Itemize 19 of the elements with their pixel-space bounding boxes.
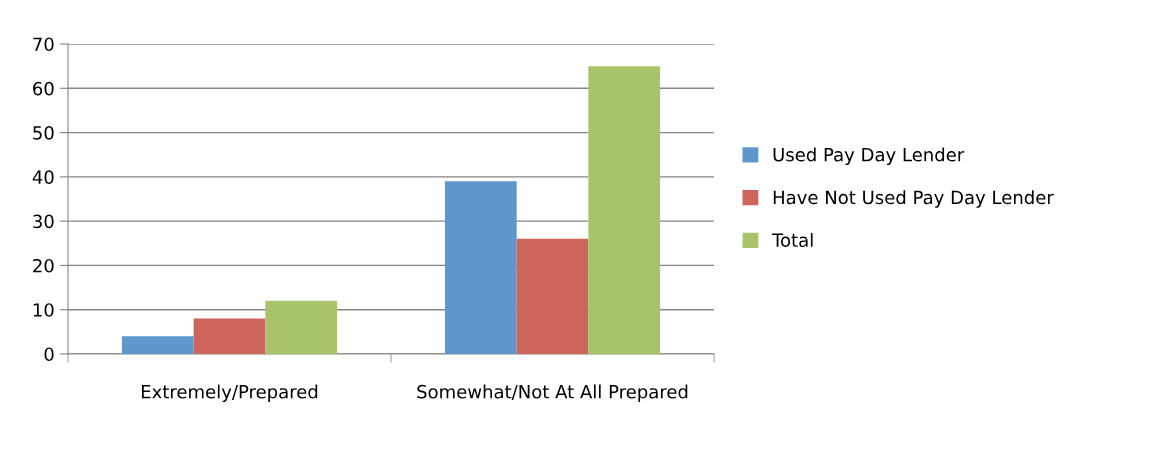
bar <box>444 181 517 354</box>
y-tick-label: 20 <box>33 258 54 273</box>
bar <box>265 300 338 354</box>
legend-label: Total <box>772 233 813 247</box>
y-tick-label: 10 <box>33 303 54 317</box>
legend-label: Used Pay Day Lender <box>773 147 965 165</box>
x-tick-label: Somewhat/Not At All Prepared <box>417 384 688 403</box>
y-tick-label: 70 <box>33 37 54 52</box>
bar <box>121 336 194 354</box>
bar <box>588 66 661 354</box>
y-tick-label: 30 <box>33 214 54 229</box>
y-tick-label: 50 <box>33 126 54 140</box>
y-tick-label: 40 <box>32 170 54 184</box>
x-tick-label: Extremely/Prepared <box>141 384 318 403</box>
bar <box>516 238 589 354</box>
bar <box>193 318 266 354</box>
legend-label: Have Not Used Pay Day Lender <box>773 190 1054 208</box>
y-tick-label: 60 <box>33 81 54 96</box>
y-tick-label: 0 <box>44 347 54 362</box>
